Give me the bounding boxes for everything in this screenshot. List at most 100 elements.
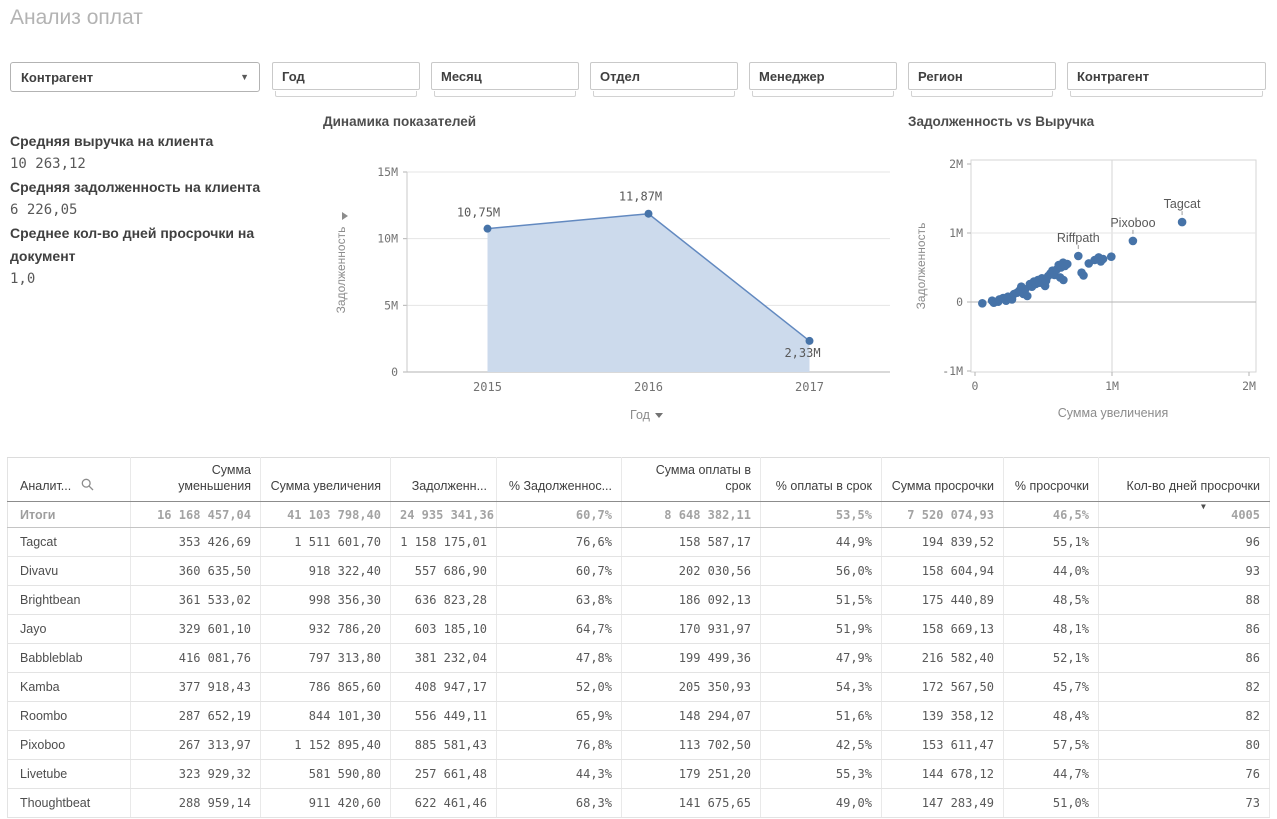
x-axis-tick: 1M [1105,379,1119,393]
measure-cell: 139 358,12 [881,701,1004,732]
measure-cell: 323 929,32 [130,759,261,790]
dimension-cell[interactable]: Divavu [7,556,131,587]
dimension-cell[interactable]: Kamba [7,672,131,703]
dimension-cell[interactable]: Livetube [7,759,131,790]
filter-pane-1[interactable]: Год [272,62,420,97]
column-header-9[interactable]: % просрочки [1003,456,1099,503]
measure-cell: 51,9% [760,614,882,645]
totals-value: 41 103 798,40 [260,501,391,529]
straight-table: Аналит... Сумма уменьшения Сумма увеличени… [7,456,1270,819]
scatter-point[interactable] [1063,259,1072,269]
measure-cell: 199 499,36 [621,643,761,674]
dimension-dropdown[interactable]: Контрагент ▼ [10,62,260,92]
point-label: 10,75M [457,206,500,220]
filter-stack-edge [593,91,735,97]
dimension-cell[interactable]: Pixoboo [7,730,131,761]
measure-cell: 54,3% [760,672,882,703]
filter-stack-edge [911,91,1053,97]
measure-cell: 68,3% [496,788,622,819]
filter-field-label[interactable]: Год [272,62,420,90]
column-header-6[interactable]: Сумма оплаты в срок [621,456,761,503]
filter-pane-2[interactable]: Месяц [431,62,579,97]
line-point[interactable] [483,224,492,233]
column-header-1[interactable]: Аналит... [7,456,131,503]
measure-cell: 52,1% [1003,643,1099,674]
column-header-8[interactable]: Сумма просрочки [881,456,1004,503]
column-header-4[interactable]: Задолженн... [390,456,497,503]
scatter-point[interactable] [1059,275,1068,285]
kpi-label: Средняя выручка на клиента [10,133,214,149]
x-axis-title[interactable]: Год [630,408,651,422]
measure-cell: 52,0% [496,672,622,703]
column-header-5[interactable]: % Задолженнос... [496,456,622,503]
tick-label: 0 [391,365,398,379]
area-fill [487,213,810,372]
dimension-cell[interactable]: Roombo [7,701,131,732]
dimension-cell[interactable]: Brightbean [7,585,131,616]
totals-value: 60,7% [496,501,622,529]
x-axis-tick: 2016 [634,380,663,394]
table-row: Kamba 377 918,43 786 865,60 408 947,17 52,0%… [7,672,1270,703]
dimension-cell[interactable]: Jayo [7,614,131,645]
measure-cell: 186 092,13 [621,585,761,616]
filter-field-label[interactable]: Менеджер [749,62,897,90]
table-row: Divavu 360 635,50 918 322,40 557 686,90 60,7… [7,556,1270,587]
sort-desc-icon[interactable]: ▼ [1201,502,1206,512]
filter-pane-3[interactable]: Отдел [590,62,738,97]
column-header-2[interactable]: Сумма уменьшения [130,456,261,503]
measure-cell: 86 [1098,614,1270,645]
column-header-10[interactable]: Кол-во дней просрочки [1098,456,1270,503]
scatter-point[interactable] [1079,271,1088,280]
filter-pane-6[interactable]: Контрагент [1067,62,1266,97]
filter-pane-4[interactable]: Менеджер [749,62,897,97]
tick-label: 2M [949,157,963,171]
filter-field-label[interactable]: Регион [908,62,1056,90]
dimension-cell[interactable]: Babbleblab [7,643,131,674]
measure-cell: 603 185,10 [390,614,497,645]
line-point[interactable] [644,209,653,218]
scatter-point[interactable] [1107,252,1116,261]
measure-cell: 48,1% [1003,614,1099,645]
filter-field-label[interactable]: Отдел [590,62,738,90]
scatter-point[interactable] [978,299,987,308]
filter-field-label[interactable]: Месяц [431,62,579,90]
measure-cell: 153 611,47 [881,730,1004,761]
column-header-7[interactable]: % оплаты в срок [760,456,882,503]
measure-cell: 148 294,07 [621,701,761,732]
scatter-point[interactable] [1023,291,1032,301]
dimension-cell[interactable]: Tagcat [7,527,131,558]
totals-value: 7 520 074,93 [881,501,1004,529]
measure-cell: 76,8% [496,730,622,761]
search-icon[interactable] [81,478,94,491]
totals-value: 24 935 341,36 [390,501,497,529]
table-row: Babbleblab 416 081,76 797 313,80 381 232,04… [7,643,1270,674]
scatter-point[interactable] [1074,251,1083,261]
line-chart: 0 5M 10M 15M 2015 2016 2017 10,75M 11,87M 2,33M За… [334,165,890,422]
x-axis-tick: 2M [1242,379,1256,393]
tick-label: 10M [377,232,398,246]
dimension-cell[interactable]: Thoughtbeat [7,788,131,819]
scatter-point[interactable] [1098,254,1108,264]
table-row: Jayo 329 601,10 932 786,20 603 185,10 64,7% 1… [7,614,1270,645]
chevron-down-icon[interactable] [655,413,663,418]
measure-cell: 47,8% [496,643,622,674]
line-chart-panel: 0 5M 10M 15M 2015 2016 2017 10,75M 11,87M 2,33M За… [323,112,900,444]
filter-field-label[interactable]: Контрагент [1067,62,1266,90]
totals-value: 4005 ▼ [1098,501,1270,529]
scatter-point[interactable] [1177,217,1187,227]
kpi-label: Средняя задолженность на клиента [10,179,261,195]
measure-cell: 636 823,28 [390,585,497,616]
line-point[interactable] [805,336,814,345]
measure-cell: 932 786,20 [260,614,391,645]
measure-cell: 557 686,90 [390,556,497,587]
filter-pane-5[interactable]: Регион [908,62,1056,97]
measure-cell: 267 313,97 [130,730,261,761]
column-header-3[interactable]: Сумма увеличения [260,456,391,503]
column-header-label: Аналит... [20,478,72,493]
measure-cell: 202 030,56 [621,556,761,587]
scatter-point[interactable] [1128,236,1138,246]
x-axis-title: Сумма увеличения [1058,406,1168,420]
kpi-value: 1,0 [10,271,36,287]
measure-cell: 65,9% [496,701,622,732]
